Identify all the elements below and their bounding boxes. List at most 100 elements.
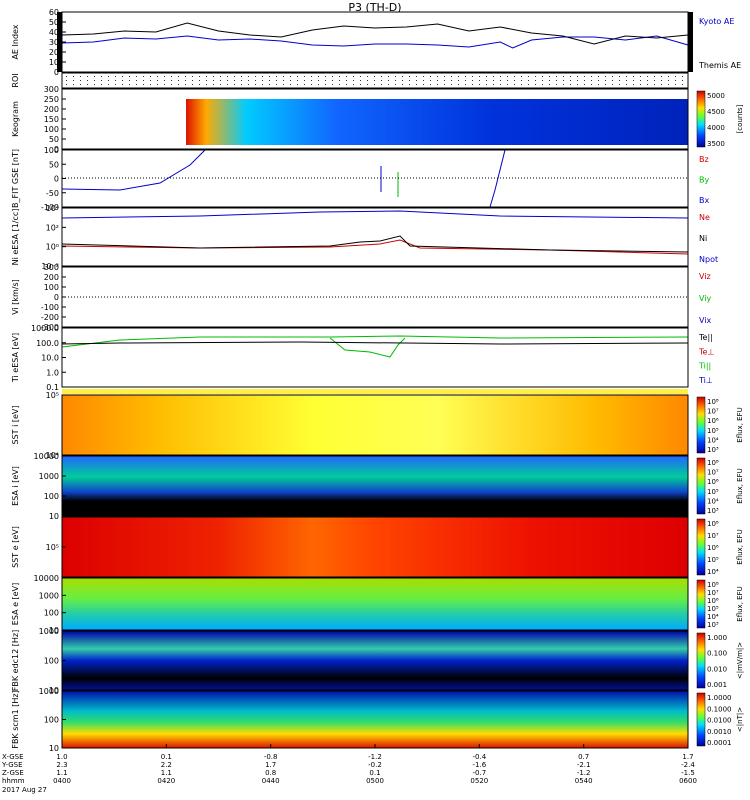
roi-dot <box>675 76 676 77</box>
legend-entry: Npot <box>699 255 718 264</box>
x-tick-label: 2.2 <box>161 761 172 769</box>
roi-dot <box>80 76 81 77</box>
roi-dot <box>500 84 501 85</box>
panel-ylabel: Keogram <box>11 101 20 137</box>
y-tick-label: 100 <box>44 657 59 666</box>
y-tick-label: 100.0 <box>36 339 59 348</box>
roi-dot <box>248 76 249 77</box>
roi-dot <box>605 84 606 85</box>
roi-dot <box>626 80 627 81</box>
colorbar <box>696 396 706 454</box>
roi-dot <box>332 80 333 81</box>
y-tick-label: 1000 <box>39 627 59 636</box>
roi-dot <box>409 76 410 77</box>
y-tick-label: 10² <box>46 223 59 232</box>
roi-dot <box>465 76 466 77</box>
roi-dot <box>101 80 102 81</box>
xaxis-row-label: Z-GSE <box>2 769 24 777</box>
y-tick-label: 0 <box>54 293 59 302</box>
plot-title: P3 (TH-D) <box>348 1 402 14</box>
roi-dot <box>563 80 564 81</box>
roi-dot <box>507 76 508 77</box>
roi-dot <box>640 80 641 81</box>
roi-dot <box>647 80 648 81</box>
y-tick-label: 20 <box>49 48 59 57</box>
legend-entry: Viz <box>699 272 711 281</box>
y-tick-label: 10⁰ <box>46 243 59 252</box>
roi-dot <box>108 80 109 81</box>
roi-dot <box>444 76 445 77</box>
roi-dot <box>171 84 172 85</box>
panel-ylabel: Ti eESA [eV] <box>11 333 20 383</box>
roi-dot <box>241 80 242 81</box>
roi-dot <box>682 80 683 81</box>
roi-dot <box>570 84 571 85</box>
roi-dot <box>227 76 228 77</box>
roi-dot <box>444 84 445 85</box>
y-tick-label: 10 <box>49 686 59 695</box>
roi-dot <box>437 76 438 77</box>
roi-dot <box>381 76 382 77</box>
roi-dot <box>171 76 172 77</box>
roi-dot <box>591 84 592 85</box>
legend-entry: Ne <box>699 213 710 222</box>
roi-dot <box>164 76 165 77</box>
roi-dot <box>479 76 480 77</box>
roi-dot <box>521 76 522 77</box>
roi-dot <box>276 76 277 77</box>
roi-dot <box>647 76 648 77</box>
legend-entry: Ti⊥ <box>698 376 713 385</box>
y-tick-label: -100 <box>41 203 59 212</box>
roi-dot <box>157 84 158 85</box>
panel-ylabel: FBK scm1 [Hz] <box>11 690 20 748</box>
colorbar-tick-label: 10⁴ <box>707 568 719 576</box>
roi-dot <box>528 76 529 77</box>
y-tick-label: -50 <box>46 189 59 198</box>
roi-dot <box>290 76 291 77</box>
y-tick-label: 50 <box>49 18 59 27</box>
panel-ylabel: Ni eESA [1/cc] <box>11 209 20 266</box>
y-tick-label: 0 <box>54 145 59 154</box>
roi-dot <box>66 80 67 81</box>
roi-dot <box>661 84 662 85</box>
roi-dot <box>493 84 494 85</box>
roi-dot <box>346 76 347 77</box>
roi-dot <box>472 84 473 85</box>
roi-dot <box>304 80 305 81</box>
roi-dot <box>311 76 312 77</box>
roi-dot <box>269 84 270 85</box>
colorbar-label: <|mV/m|> <box>736 642 744 679</box>
roi-dot <box>199 76 200 77</box>
roi-dot <box>346 80 347 81</box>
colorbar-tick-label: 10⁴ <box>707 436 719 444</box>
roi-dot <box>437 84 438 85</box>
colorbar-tick-label: 10⁶ <box>707 478 719 486</box>
y-tick-label: 10⁵ <box>46 543 59 552</box>
roi-dot <box>136 76 137 77</box>
y-tick-label: 10000 <box>34 452 59 461</box>
colorbar-tick-label: 10³ <box>707 507 719 515</box>
roi-dot <box>248 84 249 85</box>
roi-dot <box>269 76 270 77</box>
colorbar-tick-label: 0.0001 <box>707 739 732 747</box>
roi-dot <box>87 80 88 81</box>
roi-dot <box>108 84 109 85</box>
roi-dot <box>556 84 557 85</box>
roi-dot <box>493 76 494 77</box>
roi-dot <box>150 80 151 81</box>
roi-dot <box>164 80 165 81</box>
roi-dot <box>325 84 326 85</box>
colorbar-tick-label: 10⁶ <box>707 597 719 605</box>
panel-ylabel: B_FIT GSE [nT] <box>11 149 20 208</box>
roi-dot <box>451 76 452 77</box>
y-tick-label: 150 <box>44 115 59 124</box>
roi-dot <box>388 80 389 81</box>
edge-bar-left <box>57 12 62 72</box>
roi-dot <box>458 80 459 81</box>
x-tick-label: 0.8 <box>265 769 276 777</box>
roi-dot <box>157 76 158 77</box>
y-tick-label: 1000 <box>39 687 59 696</box>
roi-dot <box>479 84 480 85</box>
legend-entry: Ni <box>699 234 707 243</box>
